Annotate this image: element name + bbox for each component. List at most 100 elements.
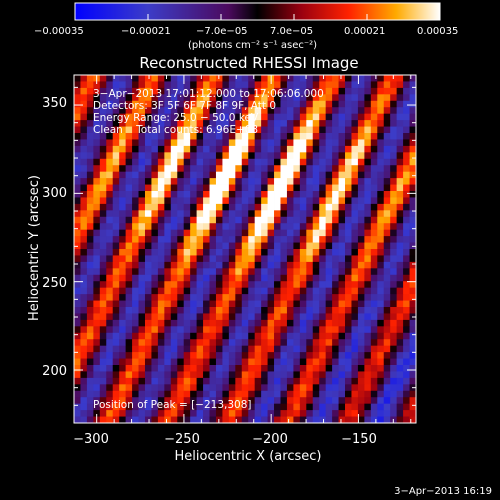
heatmap-cell bbox=[74, 120, 81, 127]
heatmap-cell bbox=[235, 94, 243, 102]
heatmap-cell bbox=[138, 397, 146, 405]
heatmap-cell bbox=[332, 81, 339, 89]
heatmap-cell bbox=[196, 100, 204, 108]
heatmap-cell bbox=[403, 210, 410, 218]
heatmap-cell bbox=[183, 216, 191, 224]
heatmap-cell bbox=[170, 339, 178, 347]
heatmap-cell bbox=[332, 126, 339, 134]
heatmap-cell bbox=[357, 191, 365, 198]
heatmap-cell bbox=[203, 133, 210, 140]
heatmap-cell bbox=[119, 197, 127, 205]
heatmap-cell bbox=[319, 371, 327, 379]
heatmap-cell bbox=[170, 300, 178, 308]
heatmap-cell bbox=[164, 274, 172, 282]
heatmap-cell bbox=[93, 345, 101, 353]
heatmap-cell bbox=[299, 145, 307, 153]
heatmap-cell bbox=[177, 81, 185, 89]
heatmap-cell bbox=[138, 100, 146, 108]
heatmap-cell bbox=[325, 274, 333, 282]
heatmap-cell bbox=[209, 203, 217, 211]
heatmap-cell bbox=[209, 281, 217, 289]
heatmap-cell bbox=[215, 319, 223, 327]
heatmap-cell bbox=[396, 152, 404, 160]
heatmap-cell bbox=[280, 365, 288, 372]
heatmap-cell bbox=[409, 294, 417, 301]
heatmap-cell bbox=[241, 352, 249, 359]
heatmap-cell bbox=[261, 210, 268, 218]
heatmap-cell bbox=[132, 352, 139, 359]
heatmap-cell bbox=[228, 100, 236, 108]
heatmap-cell bbox=[403, 145, 410, 153]
heatmap-cell bbox=[403, 229, 410, 237]
heatmap-cell bbox=[196, 81, 204, 89]
heatmap-cell bbox=[119, 377, 127, 385]
heatmap-cell bbox=[80, 223, 88, 231]
heatmap-cell bbox=[196, 410, 204, 417]
heatmap-cell bbox=[306, 410, 314, 417]
heatmap-cell bbox=[370, 397, 378, 405]
heatmap-cell bbox=[345, 236, 352, 243]
heatmap-cell bbox=[74, 100, 81, 108]
heatmap-cell bbox=[409, 345, 417, 353]
heatmap-cell bbox=[183, 268, 191, 276]
heatmap-cell bbox=[254, 197, 262, 205]
heatmap-cell bbox=[357, 397, 365, 405]
heatmap-cell bbox=[325, 229, 333, 237]
heatmap-cell bbox=[306, 352, 314, 359]
heatmap-cell bbox=[209, 158, 217, 166]
heatmap-cell bbox=[80, 184, 88, 192]
heatmap-cell bbox=[370, 210, 378, 218]
heatmap-cell bbox=[390, 403, 398, 411]
heatmap-cell bbox=[319, 81, 327, 89]
heatmap-cell bbox=[196, 203, 204, 211]
heatmap-cell bbox=[215, 139, 223, 147]
heatmap-cell bbox=[222, 242, 230, 250]
heatmap-cell bbox=[299, 403, 307, 411]
heatmap-cell bbox=[106, 113, 114, 121]
heatmap-cell bbox=[351, 281, 359, 289]
heatmap-cell bbox=[190, 274, 197, 282]
heatmap-cell bbox=[338, 339, 346, 347]
heatmap-cell bbox=[325, 397, 333, 405]
heatmap-cell bbox=[403, 126, 410, 134]
heatmap-cell bbox=[364, 210, 372, 218]
heatmap-cell bbox=[235, 410, 243, 417]
heatmap-cell bbox=[119, 410, 127, 417]
heatmap-cell bbox=[383, 152, 391, 160]
heatmap-cell bbox=[119, 236, 127, 243]
heatmap-cell bbox=[241, 94, 249, 102]
heatmap-cell bbox=[267, 216, 275, 224]
heatmap-cell bbox=[351, 294, 359, 301]
heatmap-cell bbox=[325, 384, 333, 392]
heatmap-cell bbox=[138, 287, 146, 295]
heatmap-cell bbox=[280, 319, 288, 327]
heatmap-cell bbox=[93, 158, 101, 166]
heatmap-cell bbox=[332, 287, 339, 295]
heatmap-cell bbox=[215, 120, 223, 127]
heatmap-cell bbox=[86, 287, 94, 295]
heatmap-cell bbox=[125, 319, 133, 327]
heatmap-cell bbox=[390, 107, 398, 115]
heatmap-cell bbox=[274, 410, 281, 417]
heatmap-cell bbox=[235, 184, 243, 192]
heatmap-cell bbox=[286, 236, 294, 243]
heatmap-cell bbox=[403, 416, 410, 424]
heatmap-cell bbox=[106, 94, 114, 102]
heatmap-cell bbox=[228, 352, 236, 359]
heatmap-cell bbox=[293, 100, 301, 108]
heatmap-cell bbox=[106, 165, 114, 173]
heatmap-cell bbox=[235, 358, 243, 366]
heatmap-cell bbox=[332, 165, 339, 173]
heatmap-cell bbox=[325, 178, 333, 185]
heatmap-cell bbox=[93, 113, 101, 121]
heatmap-cell bbox=[241, 255, 249, 263]
heatmap-cell bbox=[261, 107, 268, 115]
heatmap-cell bbox=[125, 294, 133, 301]
heatmap-cell bbox=[86, 352, 94, 359]
heatmap-cell bbox=[280, 410, 288, 417]
heatmap-cell bbox=[74, 165, 81, 173]
heatmap-cell bbox=[144, 390, 152, 398]
heatmap-cell bbox=[132, 158, 139, 166]
heatmap-cell bbox=[261, 281, 268, 289]
heatmap-cell bbox=[390, 287, 398, 295]
